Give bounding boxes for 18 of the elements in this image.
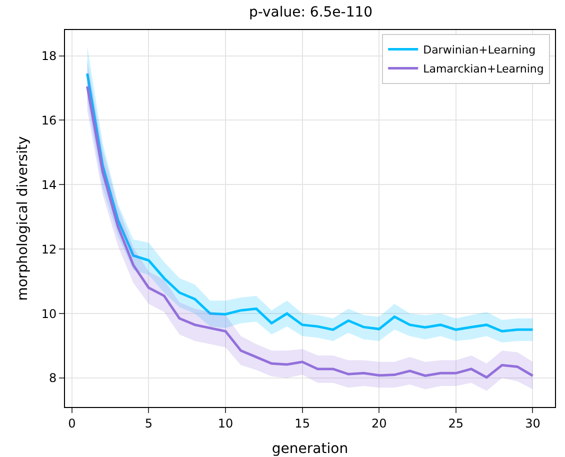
- chart-title: p-value: 6.5e-110: [248, 4, 373, 21]
- x-tick-label: 20: [371, 416, 387, 430]
- x-tick-label: 0: [68, 416, 76, 430]
- x-tick-label: 15: [294, 416, 310, 430]
- y-tick-label: 16: [41, 113, 57, 128]
- x-tick-label: 5: [144, 416, 153, 430]
- legend-label: Darwinian+Learning: [423, 44, 536, 57]
- y-axis-title: morphological diversity: [15, 136, 31, 301]
- y-tick-label: 18: [41, 48, 57, 63]
- x-tick-label: 10: [218, 416, 234, 430]
- y-tick-label: 12: [41, 242, 57, 256]
- y-tick-label: 10: [41, 306, 57, 321]
- x-tick-label: 30: [525, 416, 540, 430]
- y-tick-label: 14: [41, 178, 57, 192]
- x-axis-title: generation: [272, 441, 348, 457]
- x-tick-label: 25: [448, 416, 464, 430]
- y-tick-label: 8: [48, 371, 57, 386]
- legend-label: Lamarckian+Learning: [423, 62, 544, 76]
